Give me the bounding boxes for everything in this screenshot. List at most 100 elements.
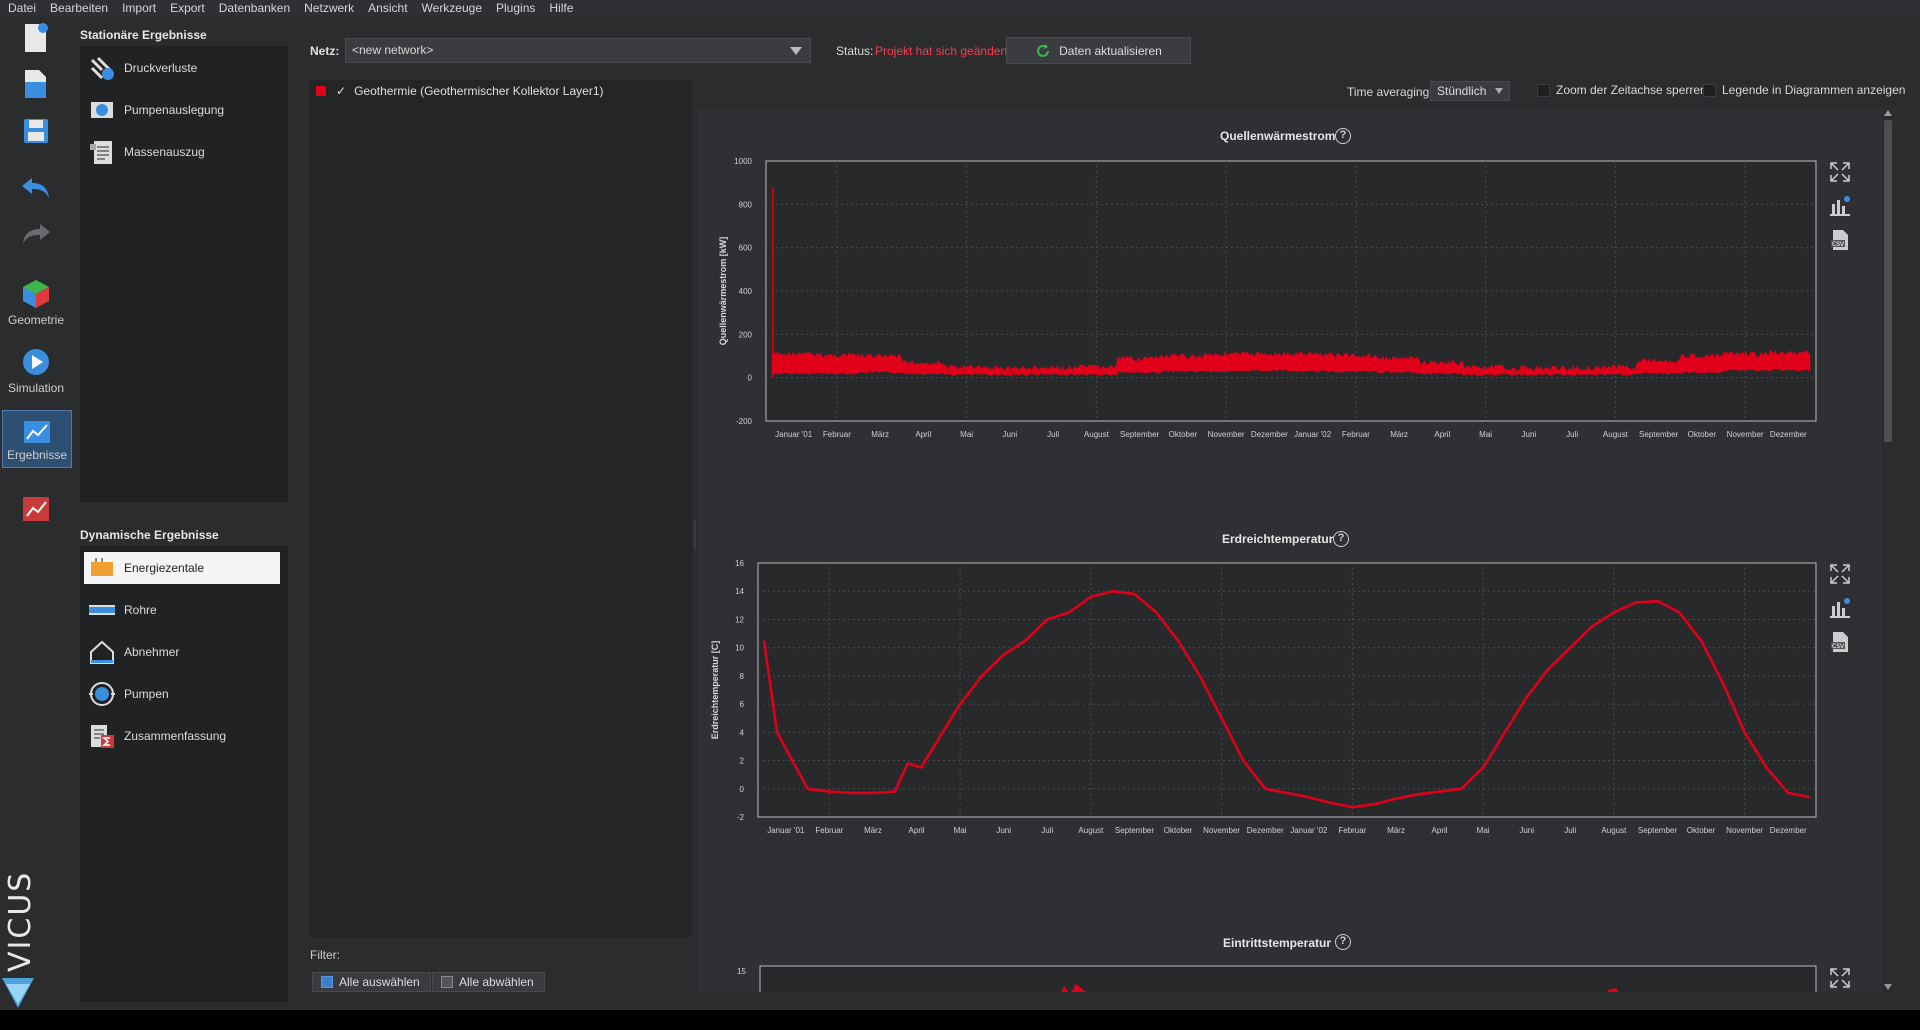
chart1-xtick-label: Juli [1047,430,1059,439]
vicus-mark-icon [2,978,34,1008]
chart-settings-icon[interactable] [1828,596,1852,620]
menu-import[interactable]: Import [122,1,157,15]
chart2-xtick-label: Mai [954,826,967,835]
menu-bar: Datei Bearbeiten Import Export Datenbank… [0,0,1920,16]
druckverluste-label: Druckverluste [124,61,198,75]
menu-ansicht[interactable]: Ansicht [368,1,408,15]
chart2-xtick-label: Juli [1041,826,1053,835]
checkbox-box[interactable] [1703,83,1716,97]
massenauszug-item[interactable]: Massenauszug [84,136,280,168]
pump-icon [89,682,115,706]
geometry-button[interactable]: Geometrie [8,278,64,327]
scroll-down-icon[interactable] [1884,984,1892,990]
fullscreen-icon[interactable] [1828,160,1852,184]
menu-netzwerk[interactable]: Netzwerk [304,1,355,15]
layer-row[interactable]: ✓ Geothermie (Geothermischer Kollektor L… [314,82,604,100]
chart3-series-peak [1607,988,1619,992]
legend-checkbox[interactable]: Legende in Diagrammen anzeigen [1703,83,1905,97]
chart1-ytick-label: -200 [736,417,753,426]
save-project-button[interactable] [8,116,64,146]
chart2-title: Erdreichtemperatur [1222,532,1334,546]
chart3-plot[interactable]: 15 [698,954,1884,992]
export-csv-icon[interactable]: CSV [1828,630,1852,654]
chart2-xtick-label: Juni [1519,826,1534,835]
rohre-item[interactable]: Rohre [84,594,280,626]
open-project-button[interactable] [8,68,64,100]
update-data-button[interactable]: Daten aktualisieren [1006,37,1191,64]
splitter-handle[interactable] [694,520,696,550]
druckverluste-item[interactable]: Druckverluste [84,52,280,84]
menu-hilfe[interactable]: Hilfe [549,1,574,15]
zoom-lock-checkbox[interactable]: Zoom der Zeitachse sperren [1537,83,1707,97]
chart1-plot[interactable]: -200 0 200 400 600 800 1000 Januar '01 Februar Mä… [698,148,1884,448]
checkbox-checked-icon [321,976,333,988]
dynamic-results-title: Dynamische Ergebnisse [80,528,219,542]
chart2-ytick-label: 0 [740,785,745,794]
energy-center-icon [91,558,113,576]
energiezentrale-item[interactable]: Energiezentale [84,552,280,584]
chart-scroll-area[interactable]: Quellenwärmestrom ? -200 0 200 400 600 800 100… [698,108,1884,992]
select-all-button[interactable]: Alle auswählen [312,972,431,992]
refresh-icon [1037,43,1050,57]
menu-export[interactable]: Export [170,1,205,15]
help-icon[interactable]: ? [1333,531,1349,547]
chart-settings-icon[interactable] [1828,194,1852,218]
report-button[interactable] [8,492,64,524]
pumpen-label: Pumpen [124,687,169,701]
help-icon[interactable]: ? [1335,934,1351,950]
energiezentrale-label: Energiezentale [124,561,205,575]
checkbox-box[interactable] [1537,83,1550,97]
time-averaging-select[interactable]: Stündlich [1430,81,1510,101]
fullscreen-icon[interactable] [1828,966,1852,990]
pressure-loss-icon [90,56,114,80]
chart3-title: Eintrittstemperatur [1223,936,1332,950]
results-chart-icon [24,421,50,443]
network-select[interactable]: <new network> [345,38,811,63]
dynamic-results-panel: Energiezentale Rohre Abnehmer Pumpen Zus… [80,546,288,1002]
chart2-plot[interactable]: -2 0 2 4 6 8 10 12 14 16 Januar '01 Februar März Apri… [698,550,1884,850]
save-icon [24,119,48,143]
results-button[interactable]: Ergebnisse [2,410,72,468]
chart1-ytick-label: 0 [748,374,753,383]
chart2-ytick-label: -2 [737,813,745,822]
chart1-xtick-label: Oktober [1688,430,1717,439]
chart1-title: Quellenwärmestrom [1220,129,1336,143]
status-value: Projekt hat sich geändert [875,44,1008,58]
new-project-button[interactable] [8,22,64,54]
fullscreen-icon[interactable] [1828,562,1852,586]
menu-bearbeiten[interactable]: Bearbeiten [50,1,109,15]
checkmark-icon[interactable]: ✓ [336,84,347,98]
chart3-plot-frame [759,965,1817,992]
chart2-ytick-label: 6 [740,700,745,709]
pumpenauslegung-item[interactable]: Pumpenauslegung [84,94,280,126]
export-csv-icon[interactable]: CSV [1828,228,1852,252]
help-icon[interactable]: ? [1335,128,1351,144]
chart2-xtick-label: November [1726,826,1763,835]
network-select-value: <new network> [352,43,434,57]
zusammenfassung-item[interactable]: Zusammenfassung [84,720,280,752]
chart-scrollbar[interactable] [1882,108,1894,992]
filter-label: Filter: [310,948,340,962]
pipe-icon [89,605,115,615]
svg-text:CSV: CSV [1832,241,1845,248]
menu-datenbanken[interactable]: Datenbanken [218,1,291,15]
scrollbar-thumb[interactable] [1884,120,1892,442]
chart1-xtick-label: August [1603,430,1629,439]
pumpen-item[interactable]: Pumpen [84,678,280,710]
chart1-xtick-label: Mai [1479,430,1492,439]
abnehmer-item[interactable]: Abnehmer [84,636,280,668]
chart1-ytick-label: 800 [739,200,753,209]
menu-plugins[interactable]: Plugins [496,1,536,15]
chart2-ytick-label: 2 [740,757,745,766]
redo-button[interactable] [8,220,64,248]
simulation-button[interactable]: Simulation [8,346,64,395]
deselect-all-button[interactable]: Alle abwählen [432,972,545,992]
scroll-up-icon[interactable] [1884,110,1892,116]
summary-icon [91,725,114,748]
chart2-xtick-label: September [1115,826,1154,835]
menu-datei[interactable]: Datei [8,1,37,15]
chart1-xtick-label: Februar [823,430,851,439]
filter-input[interactable] [342,944,692,964]
undo-button[interactable] [8,174,64,202]
menu-werkzeuge[interactable]: Werkzeuge [421,1,483,15]
